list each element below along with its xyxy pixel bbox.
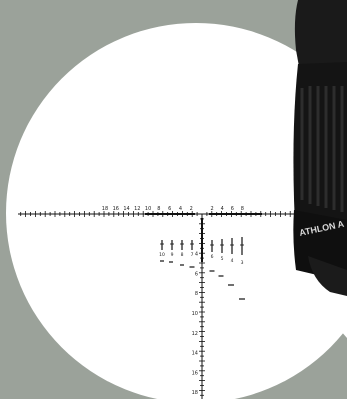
v-label: 6: [195, 271, 198, 277]
windage-label: 6: [211, 254, 214, 260]
h-label: 6: [231, 206, 234, 212]
windage-label: 8: [181, 252, 184, 258]
v-label: 12: [192, 331, 198, 337]
windage-label: 5: [221, 256, 224, 262]
scope-lower-tube: [308, 256, 347, 296]
eyepiece-grip-ridges: [300, 86, 344, 212]
h-label: 2: [190, 206, 193, 212]
holdover-dashes: [160, 260, 245, 300]
scope-collar: [293, 210, 347, 282]
h-label: 4: [221, 206, 224, 212]
v-label: 16: [192, 370, 198, 376]
windage-label: 4: [231, 258, 234, 264]
scope-body: ATHLON A: [293, 0, 347, 338]
v-label: 14: [192, 351, 198, 357]
scope-upper-tube: [294, 0, 347, 80]
reticle: [18, 211, 296, 399]
h-label: 2: [211, 206, 214, 212]
v-label: 8: [195, 291, 198, 297]
v-label: 10: [192, 311, 198, 317]
reticle-labels: 18 16 14 12 10 8 6 4 2 2 4 6 8 4 6 8 10 12 14 16 18 10 9 8 7 6 5 4 3: [102, 206, 244, 396]
vertical-ticks: [199, 218, 205, 396]
windage-label: 3: [241, 260, 244, 266]
scope-edge-light: [340, 320, 347, 338]
h-label: 8: [241, 206, 244, 212]
horizontal-ticks: [20, 211, 296, 217]
h-label: 18: [102, 206, 108, 212]
h-label: 8: [157, 206, 160, 212]
v-label: 18: [192, 390, 198, 396]
windage-label: 9: [171, 252, 174, 258]
h-label: 4: [179, 206, 182, 212]
h-label: 10: [145, 206, 151, 212]
lens-circle: [6, 23, 347, 399]
windage-label: 7: [191, 252, 194, 258]
h-label: 16: [113, 206, 119, 212]
h-label: 12: [134, 206, 140, 212]
h-label: 14: [123, 206, 129, 212]
v-label: 4: [195, 252, 198, 258]
h-label: 6: [168, 206, 171, 212]
windage-label: 10: [159, 252, 165, 258]
windage-marks: [160, 237, 244, 255]
